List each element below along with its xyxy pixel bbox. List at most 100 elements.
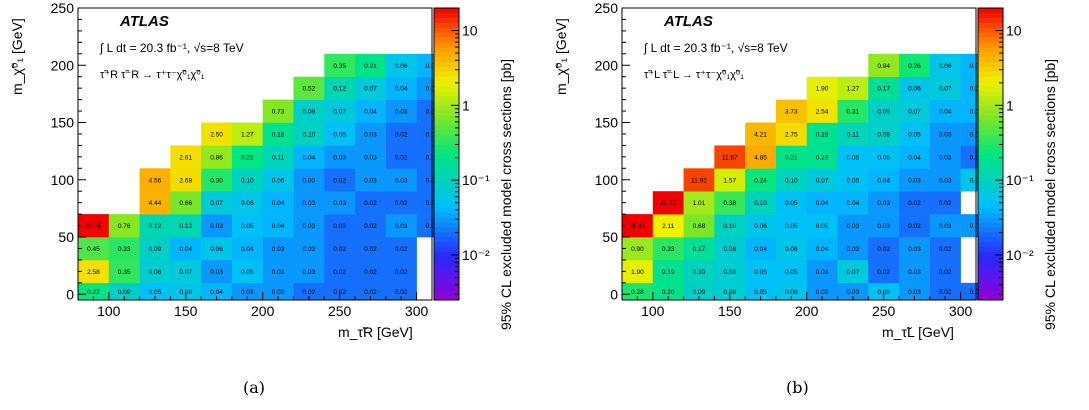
cell-value-label: 0.03 [395,109,408,116]
cell-value-label: 3.73 [785,109,798,116]
heatmap-cell [324,191,356,215]
cell-value-label: 0.03 [847,246,860,253]
heatmap-cell [775,282,807,301]
cell-layer [622,53,992,301]
heatmap-cell [108,214,140,238]
heatmap-cell [293,237,325,261]
cell-value-label: 0.03 [272,289,285,296]
cell-value-label: 0.09 [149,246,162,253]
heatmap-cell [745,214,777,238]
cell-value-label: 0.19 [816,154,829,161]
heatmap-cell [201,214,233,238]
heatmap-cell [324,168,356,192]
colorbar-segment [978,217,1003,223]
colorbar-segment [978,95,1003,101]
cell-value-label: 4.85 [754,154,767,161]
cell-value-label: 0.10 [754,200,767,207]
cell-value-label: 2.50 [210,131,223,138]
cell-value-label: 0.09 [877,109,890,116]
heatmap-cell [899,237,931,261]
heatmap-cell [355,122,387,146]
heatmap-cell [324,99,356,123]
cell-value-label: 0.04 [395,86,408,93]
cell-value-label: 0.09 [303,109,316,116]
heatmap-cell [868,99,900,123]
heatmap-cell [745,145,777,169]
colorbar-segment [434,46,459,53]
cell-value-label: 0.02 [333,177,346,184]
heatmap-cell [324,259,356,284]
colorbar-segment [978,212,1003,218]
y-tick-label: 250 [51,0,75,16]
cell-value-label: 0.05 [785,200,798,207]
heatmap-cell [837,168,869,192]
cell-value-label: 0.05 [877,154,890,161]
cell-value-label: 21.72 [660,200,677,207]
heatmap-cell [837,282,869,301]
cell-value-label: 0.05 [816,223,829,230]
heatmap-cell [355,145,387,169]
heatmap-cell [745,282,777,301]
colorbar-segment [978,163,1003,169]
cell-value-label: 0.03 [272,269,285,276]
heatmap-cell [262,99,294,123]
colorbar-segment [434,37,459,43]
heatmap-cell [385,282,417,301]
heatmap-cell [775,99,807,123]
cell-value-label: 0.19 [662,269,675,276]
colorbar-segment [978,158,1003,165]
cell-value-label: 0.33 [662,246,675,253]
colorbar-segment [434,134,459,140]
cell-value-label: 0.04 [939,109,952,116]
cell-value-label: 0.11 [847,131,860,138]
heatmap-cell [868,214,900,238]
colorbar-segment [978,261,1003,267]
z-axis-title: 95% CL excluded model cross sections [pb… [498,59,514,330]
x-tick-label: 150 [718,303,742,319]
cell-value-label: 1.57 [723,177,736,184]
colorbar-segment [434,192,459,199]
heatmap-cell [745,259,777,284]
cell-value-label: 0.02 [939,289,952,296]
cell-value-label: 2.68 [179,177,192,184]
cell-value-label: 0.68 [693,223,706,230]
cell-value-label: 1.27 [847,86,860,93]
cell-value-label: 2.11 [662,223,675,230]
cell-value-label: 0.02 [364,200,377,207]
heatmap-cell [231,237,263,261]
cell-value-label: 0.06 [785,246,798,253]
cell-value-label: 1.90 [816,86,829,93]
cell-value-label: 0.02 [395,200,408,207]
heatmap-cell [837,122,869,146]
heatmap-cell [355,259,387,284]
colorbar-segment [978,119,1003,126]
cell-value-label: 0.02 [395,269,408,276]
cell-value-label: 0.03 [333,200,346,207]
z-axis-title: 95% CL excluded model cross sections [pb… [1042,59,1058,330]
heatmap-cell [385,191,417,215]
panel-caption-b: (b) [786,378,809,397]
heatmap-cell [231,145,263,169]
colorbar-segment [978,100,1003,106]
colorbar-segment [978,144,1003,150]
heatmap-cell [714,214,746,238]
colorbar-segment [978,295,1003,301]
heatmap-cell [868,122,900,146]
heatmap-cell [262,259,294,284]
cell-value-label: 0.05 [847,177,860,184]
colorbar-segment [978,207,1003,213]
heatmap-cell [385,53,417,78]
heatmap-cell [683,282,715,301]
y-tick-label: 150 [51,115,75,131]
cell-value-label: 0.03 [303,246,316,253]
heatmap-cell [139,168,171,192]
cell-value-label: 0.06 [908,86,921,93]
cell-value-label: 0.02 [939,200,952,207]
cell-value-label: 0.03 [939,223,952,230]
heatmap-cell [868,191,900,215]
colorbar-segment [978,8,1003,14]
heatmap-cell [293,122,325,146]
colorbar-segment [434,217,459,223]
y-tick-label: 200 [595,57,619,73]
heatmap-cell [355,168,387,192]
